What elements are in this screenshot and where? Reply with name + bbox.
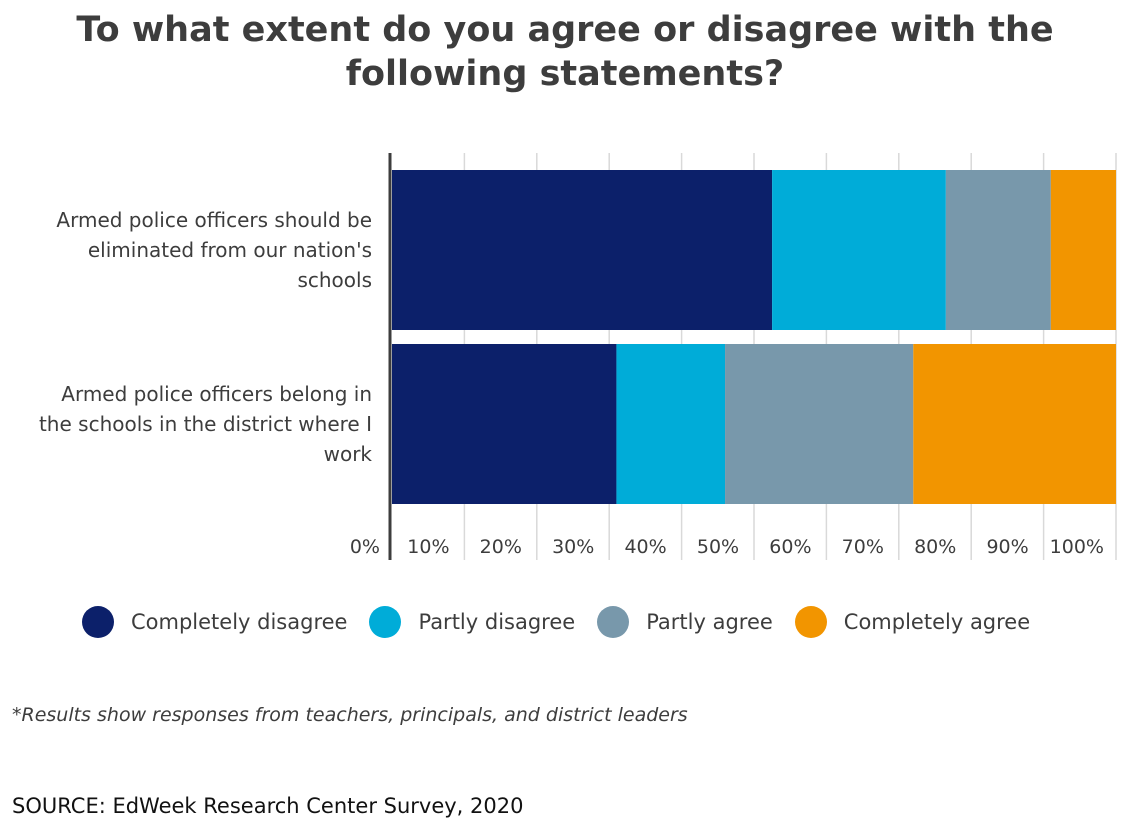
bar-segment (1050, 170, 1116, 330)
x-tick-label: 40% (624, 536, 666, 558)
legend-item: Partly disagree (369, 606, 575, 638)
bar-segment (913, 344, 1116, 504)
x-tick-label: 0% (350, 536, 380, 558)
x-tick-label: 60% (769, 536, 811, 558)
x-tick-label: 50% (697, 536, 739, 558)
x-tick-label: 70% (842, 536, 884, 558)
chart-plot: 0% 10% 20% 30% 40% 50% 60% 70% 80% 90% 100% (350, 153, 1117, 560)
legend-label: Completely disagree (131, 610, 348, 634)
bar-segment (772, 170, 946, 330)
bar-segment (392, 344, 617, 504)
chart-title: To what extent do you agree or disagree … (76, 10, 1054, 94)
x-tick-label: 10% (407, 536, 449, 558)
category-label: Armed police officers should be eliminate… (56, 208, 372, 292)
legend-label: Partly agree (646, 610, 773, 634)
x-tick-label: 30% (552, 536, 594, 558)
bar-segment (725, 344, 914, 504)
x-tick-label: 90% (986, 536, 1028, 558)
x-tick-label: 100% (1050, 536, 1104, 558)
legend-swatch (597, 606, 630, 638)
legend-swatch (794, 606, 827, 638)
bar-segment (616, 344, 726, 504)
legend-item: Completely disagree (82, 606, 347, 638)
source-note: SOURCE: EdWeek Research Center Survey, 2… (12, 794, 524, 818)
x-tick-label: 80% (914, 536, 956, 558)
bar-segment (945, 170, 1051, 330)
legend-label: Completely agree (843, 610, 1031, 634)
x-tick-label: 20% (480, 536, 522, 558)
legend-item: Completely agree (794, 606, 1031, 638)
bar-segment (392, 170, 773, 330)
footnote: *Results show responses from teachers, p… (12, 704, 688, 726)
category-label: Armed police officers belong in the schoo… (38, 382, 372, 466)
legend-swatch (82, 606, 114, 638)
legend: Completely disagree Partly disagree Partly… (82, 604, 1052, 640)
legend-swatch (369, 606, 402, 638)
legend-item: Partly agree (597, 606, 773, 638)
legend-label: Partly disagree (418, 610, 576, 634)
